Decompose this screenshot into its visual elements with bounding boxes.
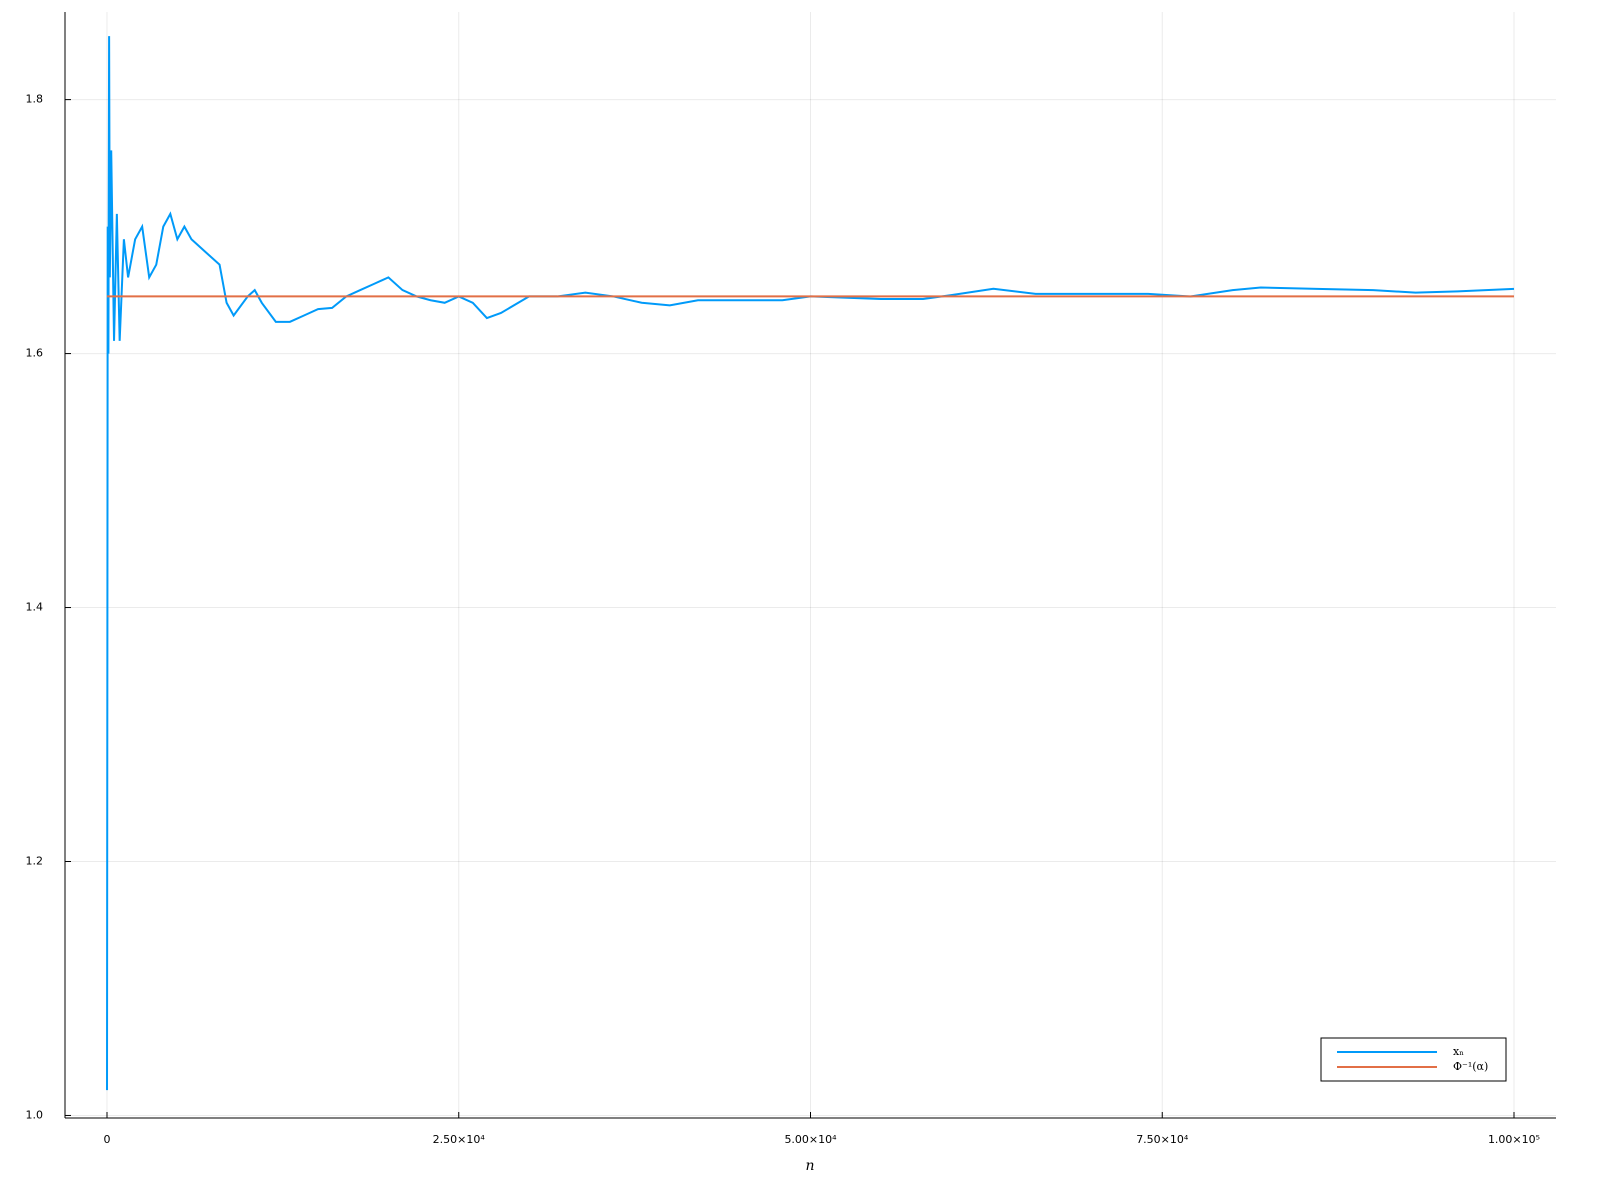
- x-tick-label: 5.00×10⁴: [784, 1133, 837, 1146]
- legend-box: [1320, 1037, 1507, 1082]
- y-tick-label: 1.8: [26, 93, 44, 106]
- x-tick-label: 7.50×10⁴: [1136, 1133, 1189, 1146]
- y-tick-label: 1.4: [26, 601, 44, 614]
- x-tick-label: 2.50×10⁴: [433, 1133, 486, 1146]
- x-tick-label: 1.00×10⁵: [1488, 1133, 1540, 1146]
- x-axis-label: n: [805, 1158, 814, 1174]
- legend-label: Φ⁻¹(α): [1453, 1060, 1488, 1073]
- series-line: [106, 36, 1515, 1091]
- y-tick-label: 1.0: [26, 1108, 44, 1121]
- y-tick-label: 1.2: [26, 854, 44, 867]
- legend-label: xₙ: [1453, 1045, 1464, 1058]
- y-tick-label: 1.6: [26, 347, 44, 360]
- x-tick-label: 0: [103, 1133, 110, 1146]
